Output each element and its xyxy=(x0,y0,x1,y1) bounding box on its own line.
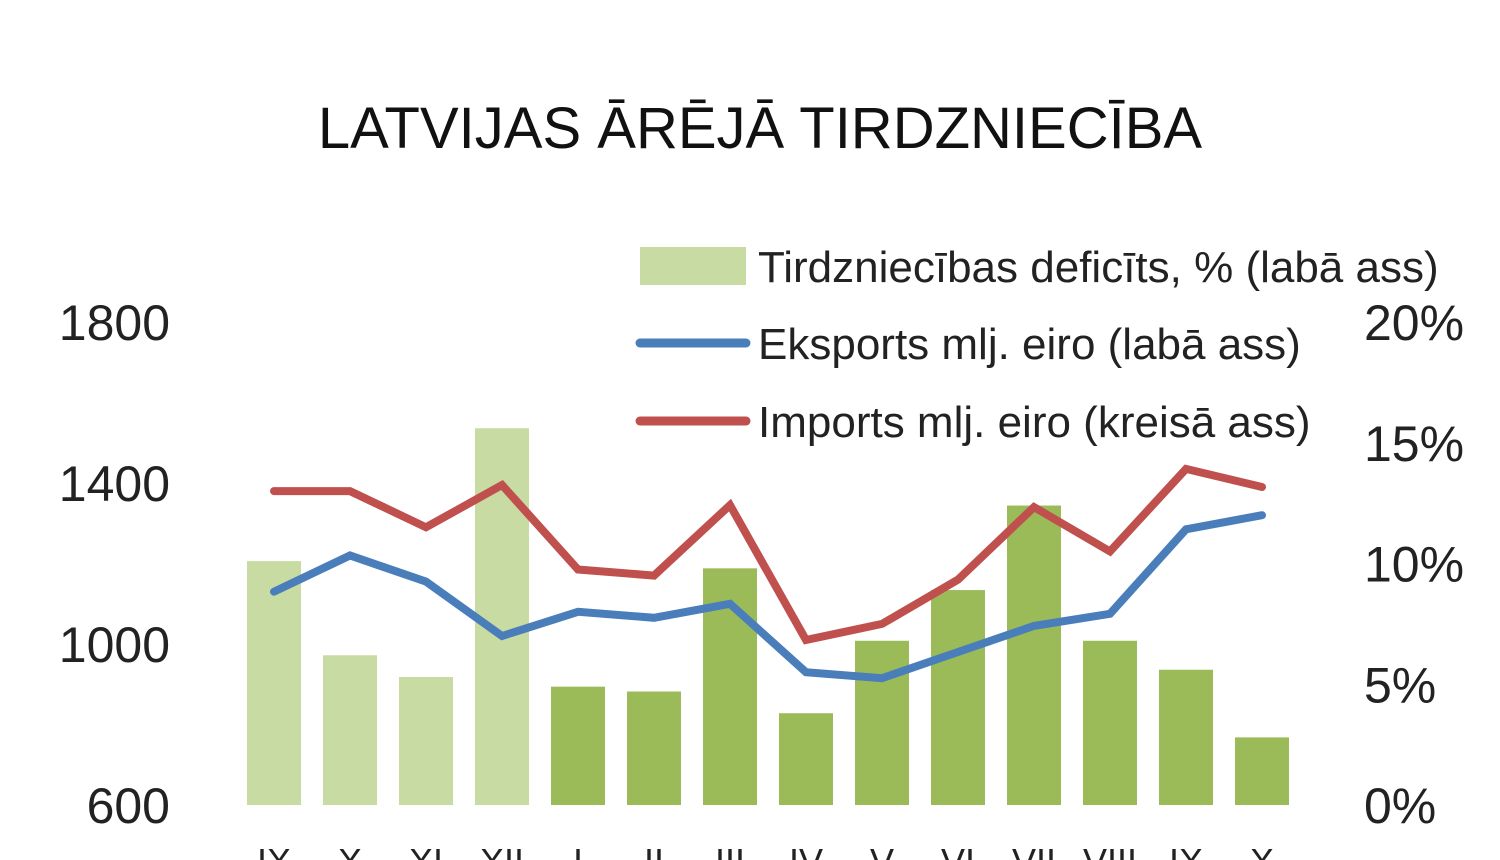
legend-label-export: Eksports mlj. eiro (labā ass) xyxy=(758,320,1301,369)
y-right-tick-label: 20% xyxy=(1364,295,1464,351)
x-tick-label: X xyxy=(1250,841,1274,860)
line-export xyxy=(270,511,1266,683)
x-tick-label: IV xyxy=(789,841,823,860)
y-right-tick-label: 0% xyxy=(1364,778,1436,834)
line-import xyxy=(270,464,1266,645)
legend: Tirdzniecības deficīts, % (labā ass) Eks… xyxy=(635,243,1439,447)
bar-deficit-13 xyxy=(1159,669,1213,805)
y-axis-left: 1800 1400 1000 600 xyxy=(59,295,170,834)
legend-label-import: Imports mlj. eiro (kreisā ass) xyxy=(758,398,1311,447)
x-tick-label: II xyxy=(644,841,664,860)
y-left-tick-label: 1000 xyxy=(59,617,170,673)
x-tick-label: XI xyxy=(409,841,443,860)
bar-deficit-6 xyxy=(627,691,681,805)
bar-deficit-1 xyxy=(247,561,301,805)
bar-deficit-3 xyxy=(399,677,453,805)
y-left-tick-label: 1800 xyxy=(59,295,170,351)
x-tick-label: VIII xyxy=(1083,841,1137,860)
y-left-tick-label: 1400 xyxy=(59,456,170,512)
x-tick-label: VI xyxy=(941,841,975,860)
legend-swatch-deficit xyxy=(640,247,746,285)
y-right-tick-label: 10% xyxy=(1364,537,1464,593)
x-tick-label: V xyxy=(870,841,894,860)
bar-deficit-12 xyxy=(1083,640,1137,805)
x-tick-label: III xyxy=(715,841,745,860)
y-right-tick-label: 5% xyxy=(1364,657,1436,713)
line-series xyxy=(270,464,1266,683)
y-left-tick-label: 600 xyxy=(87,778,170,834)
y-right-tick-label: 15% xyxy=(1364,416,1464,472)
bar-deficit-9 xyxy=(855,640,909,805)
bar-series xyxy=(247,428,1289,805)
x-tick-label: VII xyxy=(1012,841,1056,860)
bar-deficit-10 xyxy=(931,590,985,805)
x-axis: IXXXIXIIIIIIIIIVVVIVIIVIIIIXX xyxy=(257,841,1274,860)
x-tick-label: XII xyxy=(480,841,524,860)
x-tick-label: IX xyxy=(1169,841,1203,860)
chart-title: LATVIJAS ĀRĒJĀ TIRDZNIECĪBA xyxy=(318,96,1202,161)
x-tick-label: X xyxy=(338,841,362,860)
bar-deficit-8 xyxy=(779,713,833,805)
legend-label-deficit: Tirdzniecības deficīts, % (labā ass) xyxy=(758,243,1439,292)
x-tick-label: IX xyxy=(257,841,291,860)
bar-deficit-11 xyxy=(1007,505,1061,805)
x-tick-label: I xyxy=(573,841,583,860)
bar-deficit-2 xyxy=(323,655,377,805)
bar-deficit-5 xyxy=(551,686,605,805)
bar-deficit-14 xyxy=(1235,737,1289,805)
y-axis-right: 20% 15% 10% 5% 0% xyxy=(1364,295,1464,834)
